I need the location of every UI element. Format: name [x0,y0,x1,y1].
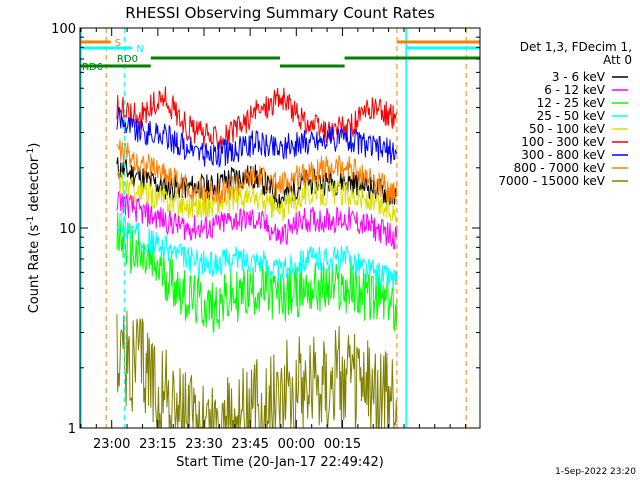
x-tick-label: 23:00 [93,437,130,452]
plot-frame [79,27,481,429]
status-label-rd0: RD0 [117,54,138,65]
y-tick-label: 10 [59,222,76,237]
series-line-3 [116,211,398,289]
x-tick-label: 23:45 [231,437,268,452]
x-tick-label: 23:15 [139,437,176,452]
legend-label-7: 800 - 7000 keV [514,161,606,175]
status-label-n: N [136,44,143,55]
legend-label-4: 50 - 100 keV [529,122,606,136]
legend-label-6: 300 - 800 keV [521,148,605,162]
y-axis-label-part3: ) [27,143,42,148]
legend-label-0: 3 - 6 keV [552,70,606,84]
series-line-1 [116,191,398,250]
y-tick-label: 1 [68,422,76,437]
y-axis-label-part2: detector [27,156,42,216]
series-line-5 [116,86,398,150]
legend-header-line2: Att 0 [603,53,632,67]
y-axis-label-sup2: -1 [26,148,36,157]
legend-label-2: 12 - 25 keV [537,96,606,110]
series-line-0 [116,157,398,209]
series-line-6 [116,107,398,169]
x-axis-label: Start Time (20-Jan-17 22:49:42) [176,455,384,470]
legend-label-3: 25 - 50 keV [537,109,606,123]
y-axis-label-sup1: -1 [26,216,36,225]
y-axis-label-part1: Count Rate (s [27,225,42,314]
legend-label-5: 100 - 300 keV [521,135,605,149]
series-line-7 [116,139,398,204]
legend-header-line1: Det 1,3, FDecim 1, [520,40,632,54]
y-tick-label: 100 [51,22,76,37]
y-axis-label: Count Rate (s-1 detector-1) [26,143,42,314]
footer-timestamp: 1-Sep-2022 23:20 [555,467,636,477]
chart-title: RHESSI Observing Summary Count Rates [125,4,435,22]
x-tick-label: 23:30 [185,437,222,452]
legend-label-8: 7000 - 15000 keV [498,174,605,188]
series-line-8 [116,310,398,430]
status-label-s: S [115,38,121,49]
legend-label-1: 6 - 12 keV [544,83,606,97]
series-layer [116,86,398,430]
status-label-rd6: RD6 [82,62,103,73]
tick-layer: 1 10 100 23:00 23:15 23:30 23:45 00:00 00:15 [51,22,480,452]
series-line-2 [116,212,398,333]
x-tick-label: 00:00 [278,437,315,452]
x-tick-label: 00:15 [324,437,361,452]
series-line-4 [116,170,398,223]
